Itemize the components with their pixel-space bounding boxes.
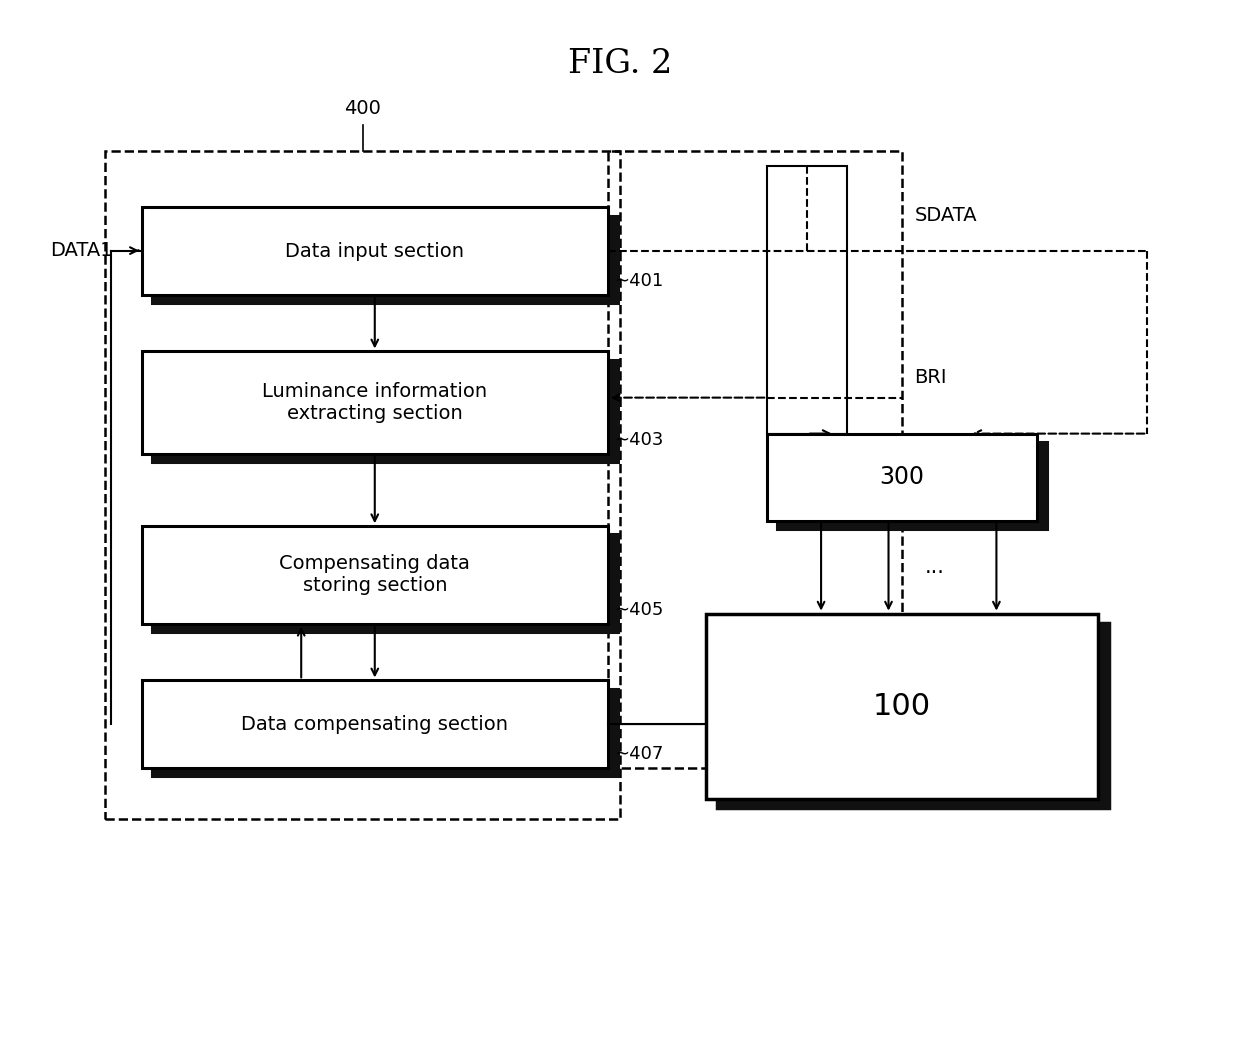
Text: ∼401: ∼401 [614, 272, 663, 290]
Text: 300: 300 [879, 466, 925, 490]
Text: ∼403: ∼403 [614, 431, 663, 449]
Text: Compensating data
storing section: Compensating data storing section [279, 554, 470, 595]
Text: 100: 100 [873, 692, 931, 721]
Bar [768, 167, 847, 433]
Bar [717, 623, 1110, 808]
Text: ∼407: ∼407 [614, 745, 663, 763]
Text: ∼405: ∼405 [614, 600, 663, 619]
Text: Luminance information
extracting section: Luminance information extracting section [262, 382, 487, 423]
Bar [608, 151, 901, 768]
Bar [105, 151, 620, 819]
Text: SDATA: SDATA [914, 206, 977, 225]
Bar [151, 535, 618, 632]
Bar [141, 526, 608, 624]
Bar [768, 433, 1037, 521]
Bar [141, 207, 608, 295]
Bar [141, 680, 608, 768]
Bar [777, 442, 1047, 529]
Text: 400: 400 [343, 99, 381, 118]
Text: FIG. 2: FIG. 2 [568, 48, 672, 80]
Text: BRI: BRI [914, 368, 947, 388]
Text: DATA1: DATA1 [50, 241, 113, 260]
Bar [151, 359, 618, 463]
Bar [141, 351, 608, 454]
Bar [151, 216, 618, 303]
Text: Data compensating section: Data compensating section [242, 715, 508, 734]
Text: Data input section: Data input section [285, 242, 464, 260]
Text: DATA2: DATA2 [914, 695, 977, 714]
Bar [706, 614, 1099, 798]
Text: ...: ... [925, 557, 945, 577]
Bar [151, 689, 618, 776]
